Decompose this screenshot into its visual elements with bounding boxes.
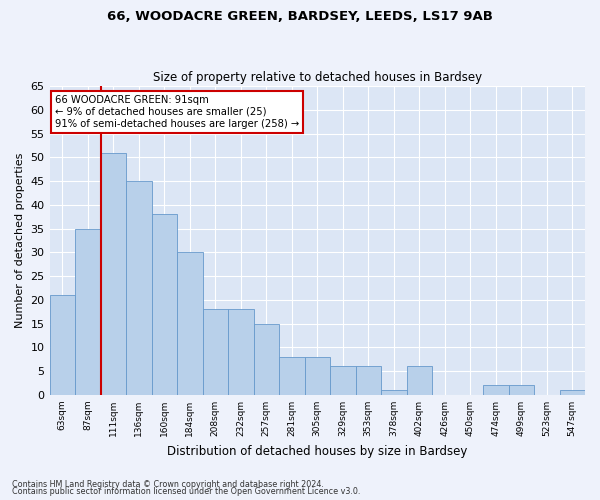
Title: Size of property relative to detached houses in Bardsey: Size of property relative to detached ho… [153,70,482,84]
Bar [101,152,126,395]
Bar [279,357,305,395]
Bar [509,386,534,395]
Bar [254,324,279,395]
Y-axis label: Number of detached properties: Number of detached properties [15,153,25,328]
Text: 66 WOODACRE GREEN: 91sqm
← 9% of detached houses are smaller (25)
91% of semi-de: 66 WOODACRE GREEN: 91sqm ← 9% of detache… [55,96,299,128]
Bar [483,386,509,395]
Bar [177,252,203,395]
X-axis label: Distribution of detached houses by size in Bardsey: Distribution of detached houses by size … [167,444,467,458]
Bar [381,390,407,395]
Text: Contains HM Land Registry data © Crown copyright and database right 2024.: Contains HM Land Registry data © Crown c… [12,480,324,489]
Bar [228,310,254,395]
Bar [560,390,585,395]
Bar [75,228,101,395]
Bar [203,310,228,395]
Bar [126,181,152,395]
Bar [50,295,75,395]
Bar [305,357,330,395]
Bar [152,214,177,395]
Bar [330,366,356,395]
Bar [407,366,432,395]
Text: 66, WOODACRE GREEN, BARDSEY, LEEDS, LS17 9AB: 66, WOODACRE GREEN, BARDSEY, LEEDS, LS17… [107,10,493,23]
Text: Contains public sector information licensed under the Open Government Licence v3: Contains public sector information licen… [12,487,361,496]
Bar [356,366,381,395]
